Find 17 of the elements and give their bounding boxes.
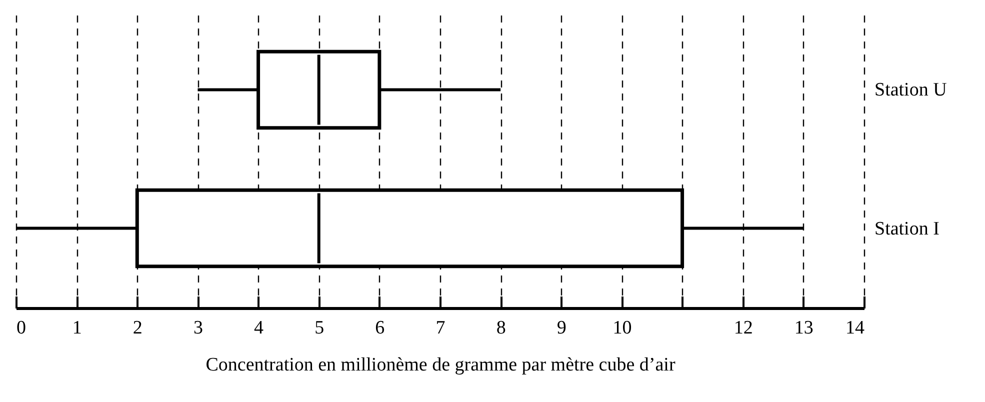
x-tick-label: 12: [734, 318, 753, 338]
x-tick-label: 8: [496, 318, 506, 338]
x-tick-label: 4: [254, 318, 264, 338]
x-tick-label: 9: [556, 318, 566, 338]
x-axis-title: Concentration en millionème de gramme par mètre cube d’air: [206, 354, 676, 376]
y-tick-label: Station U: [874, 80, 948, 101]
x-tick-label: 1: [72, 318, 82, 338]
x-tick-label: 7: [436, 318, 446, 338]
x-tick-label: 6: [375, 318, 385, 338]
x-tick-label: 5: [314, 318, 324, 338]
x-tick-label: 10: [612, 318, 632, 338]
x-tick-label: 0: [16, 318, 26, 338]
x-tick-label: 13: [794, 318, 814, 338]
y-tick-label: Station I: [874, 218, 940, 240]
x-tick-label: 14: [846, 318, 865, 338]
x-tick-label: 3: [193, 318, 203, 338]
x-tick-label: 2: [132, 318, 142, 338]
